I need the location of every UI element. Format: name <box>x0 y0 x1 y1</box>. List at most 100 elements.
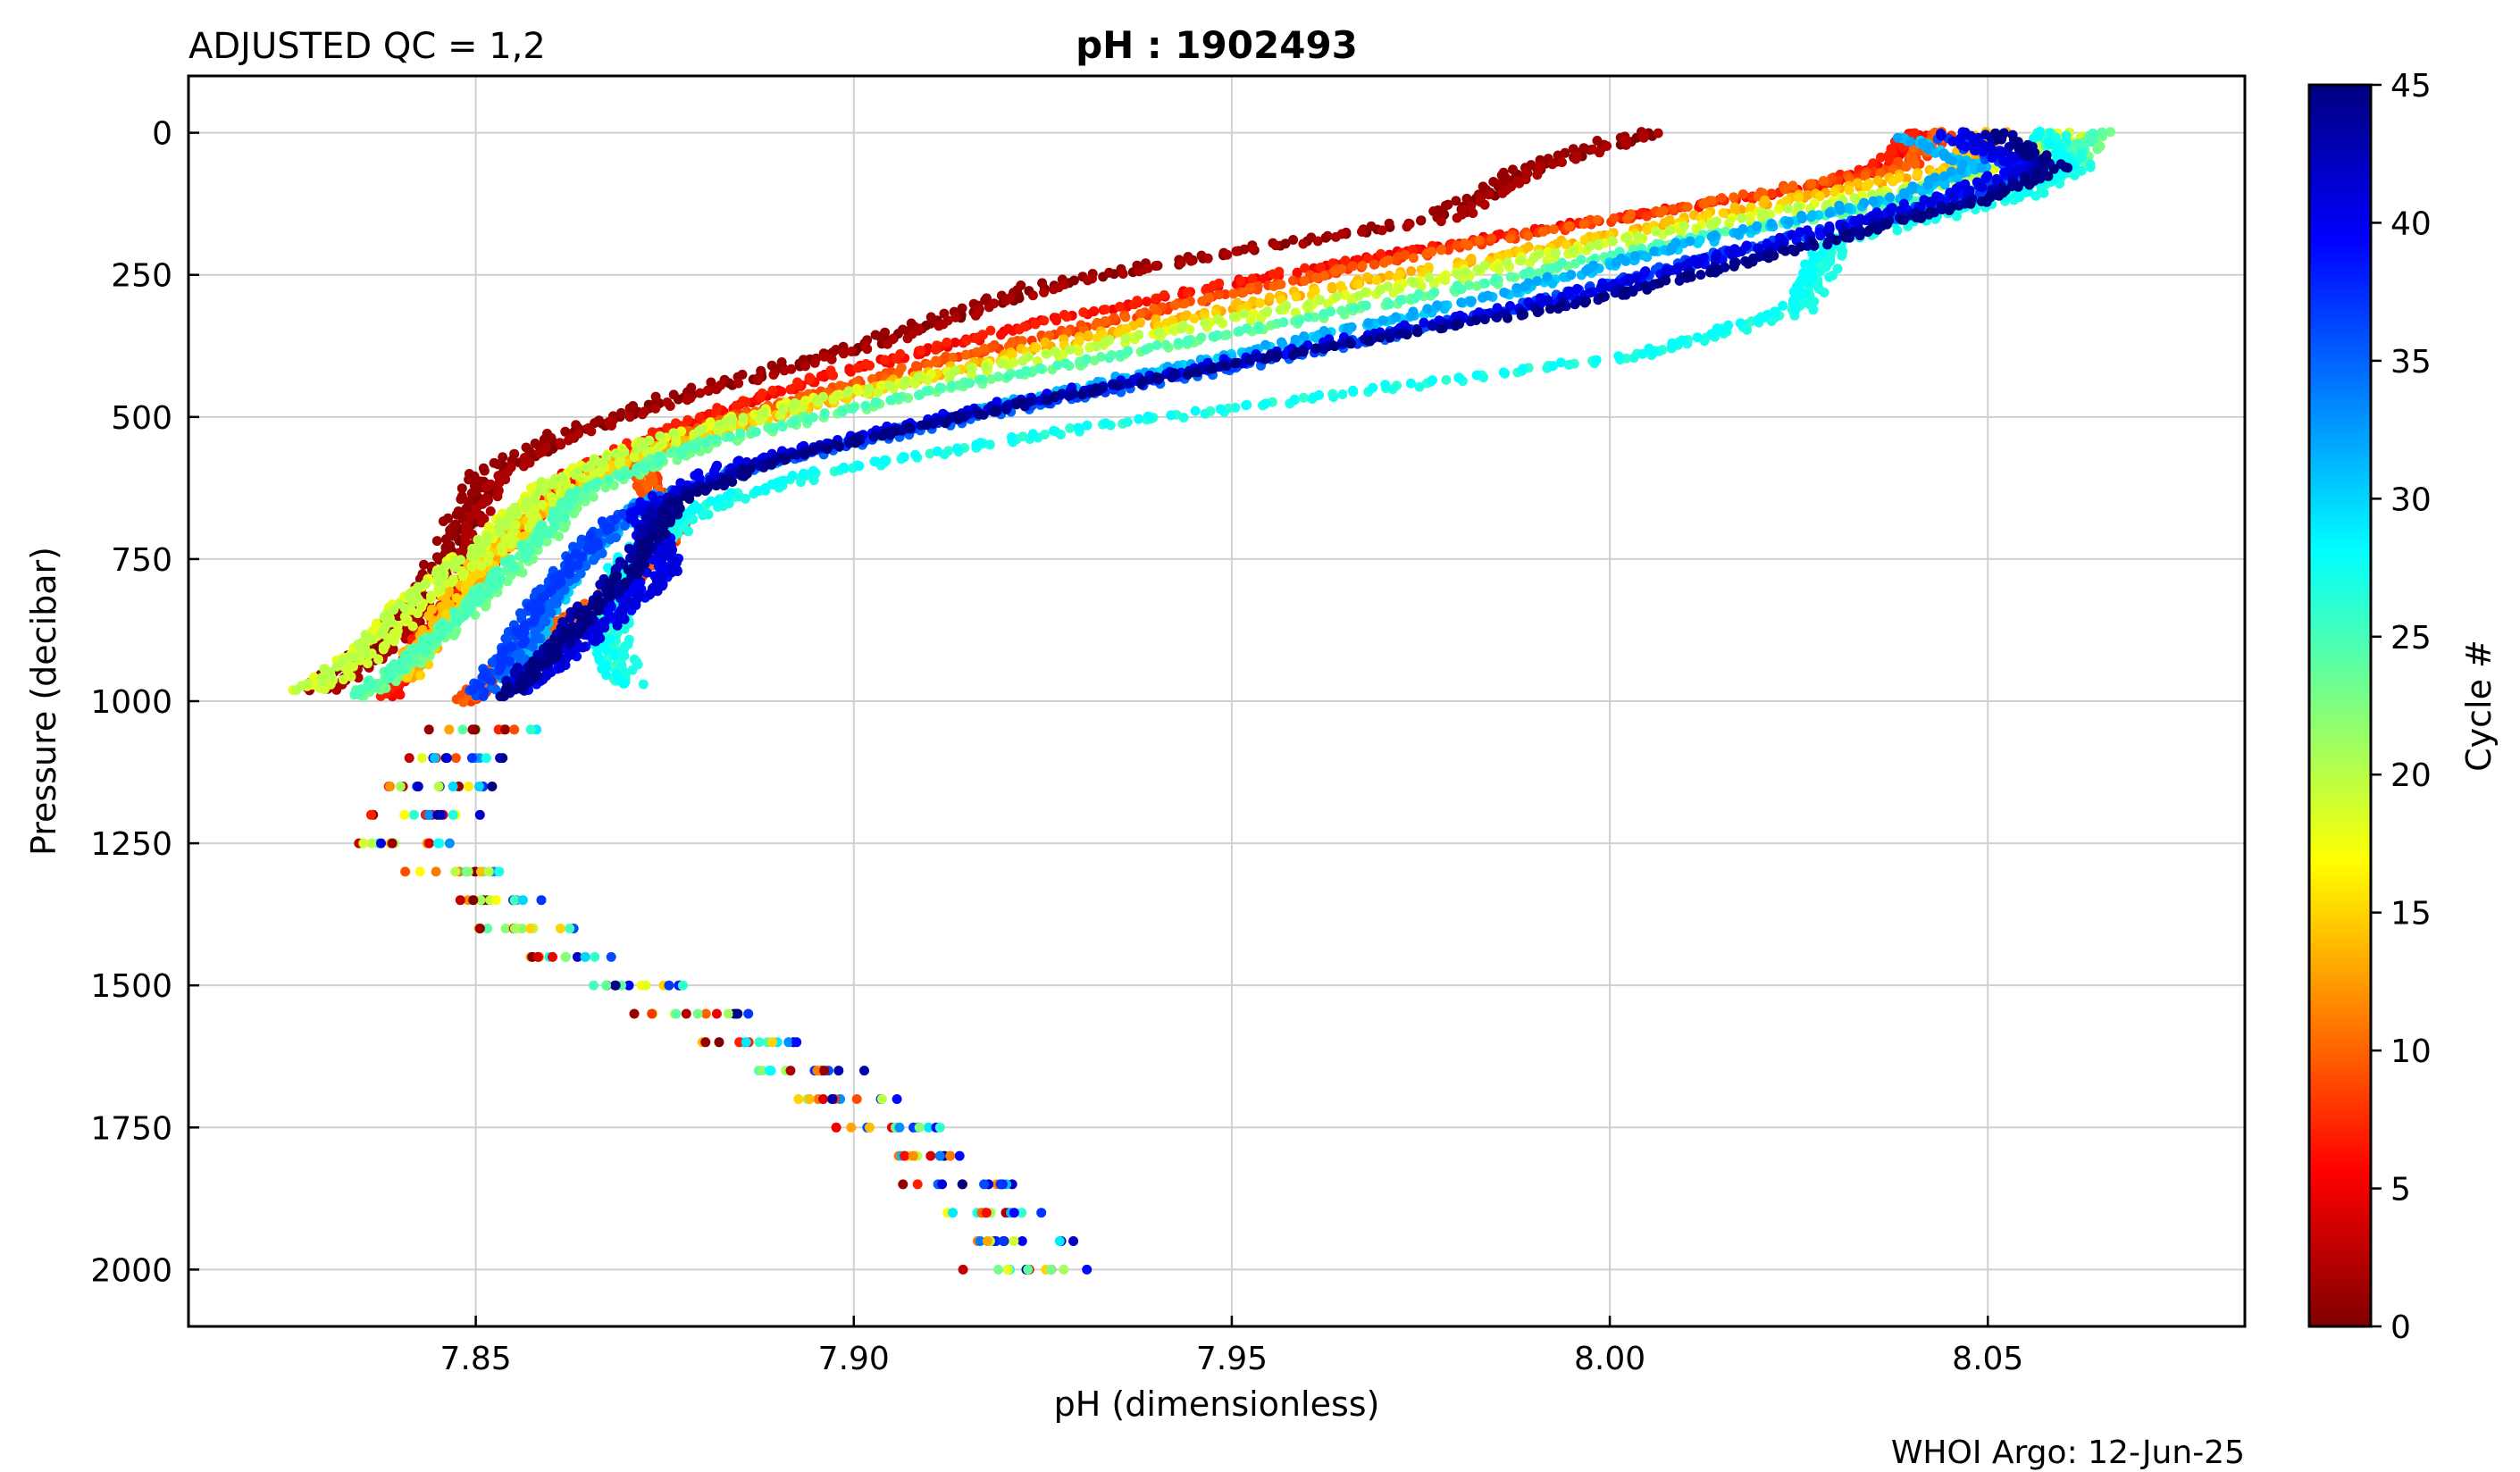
data-point <box>1806 212 1817 222</box>
data-point <box>880 355 890 365</box>
data-point <box>582 482 592 493</box>
data-point <box>1151 339 1162 350</box>
data-point <box>1228 312 1239 322</box>
data-point <box>711 434 722 445</box>
data-point <box>2097 127 2107 138</box>
data-point <box>346 672 356 682</box>
data-point <box>1349 303 1360 314</box>
data-point <box>539 434 549 445</box>
data-point <box>671 437 682 447</box>
data-point <box>1134 266 1144 277</box>
data-point <box>1468 208 1478 219</box>
data-point <box>1471 370 1482 381</box>
data-point <box>632 443 643 454</box>
data-point <box>581 462 591 473</box>
data-point <box>1611 257 1621 268</box>
data-point <box>1377 225 1387 236</box>
data-point <box>1027 429 1038 439</box>
data-point <box>1151 293 1161 304</box>
data-point <box>808 475 819 486</box>
data-point <box>1042 348 1052 359</box>
data-point <box>884 381 895 390</box>
data-point <box>1508 164 1518 175</box>
data-point <box>1037 278 1048 289</box>
data-point <box>609 650 620 661</box>
data-point <box>1511 283 1522 293</box>
data-point <box>1912 170 1922 180</box>
data-point <box>875 331 885 342</box>
data-point <box>1452 213 1462 223</box>
data-point <box>1479 199 1490 210</box>
data-point <box>1564 221 1575 231</box>
data-point <box>1799 289 1810 299</box>
data-point <box>619 447 630 457</box>
data-point <box>799 468 809 479</box>
data-point <box>1651 226 1662 237</box>
data-point <box>1451 196 1461 206</box>
data-point <box>1682 202 1693 213</box>
data-point <box>1270 240 1281 251</box>
data-point <box>1014 369 1025 380</box>
data-point <box>1548 361 1559 372</box>
data-point <box>1461 267 1471 278</box>
data-point <box>624 412 635 422</box>
data-point <box>1178 413 1189 422</box>
data-point <box>789 416 800 427</box>
data-point <box>1578 143 1589 154</box>
data-point <box>1134 330 1144 340</box>
data-point <box>724 431 735 442</box>
data-point <box>870 397 881 407</box>
data-point <box>971 439 982 450</box>
data-point <box>931 357 942 368</box>
data-point <box>1262 306 1273 317</box>
data-point <box>517 567 528 578</box>
data-point <box>1720 226 1731 237</box>
data-point <box>1311 272 1322 283</box>
data-point <box>1390 255 1401 265</box>
data-point <box>1976 163 1987 173</box>
data-point <box>1118 269 1128 279</box>
data-point <box>506 539 516 549</box>
data-point <box>653 457 664 468</box>
data-point <box>1371 275 1382 286</box>
data-point <box>805 374 816 385</box>
data-point <box>1388 288 1399 298</box>
data-point <box>1436 216 1446 227</box>
data-point <box>1176 257 1186 268</box>
data-point <box>637 409 648 420</box>
data-point <box>1402 222 1412 232</box>
data-point <box>1452 240 1462 251</box>
data-point <box>853 386 864 397</box>
data-point <box>1534 268 1544 279</box>
data-point <box>1142 297 1152 307</box>
data-point <box>629 452 640 463</box>
data-point <box>456 483 467 494</box>
data-point <box>320 684 330 695</box>
data-point <box>1222 249 1233 260</box>
data-point <box>1528 253 1539 263</box>
data-point <box>426 594 437 604</box>
data-point <box>349 690 360 700</box>
data-point <box>854 461 865 472</box>
data-point <box>883 339 892 349</box>
data-point <box>1939 171 1950 181</box>
data-point <box>1553 261 1564 272</box>
data-point <box>2085 162 2096 172</box>
data-point <box>891 353 901 364</box>
data-point <box>1048 284 1059 295</box>
data-point <box>363 658 373 669</box>
data-point <box>1849 193 1860 204</box>
data-point <box>1824 208 1835 218</box>
data-point <box>1337 389 1348 399</box>
data-point <box>1465 255 1476 265</box>
data-point <box>852 363 863 373</box>
data-point <box>1408 253 1419 263</box>
data-point <box>623 469 633 480</box>
data-point <box>1699 198 1709 209</box>
data-point <box>796 477 806 488</box>
data-point <box>1290 334 1301 345</box>
data-point <box>879 455 890 465</box>
data-point <box>1406 266 1417 276</box>
data-point <box>668 389 679 400</box>
data-point <box>1342 322 1352 333</box>
